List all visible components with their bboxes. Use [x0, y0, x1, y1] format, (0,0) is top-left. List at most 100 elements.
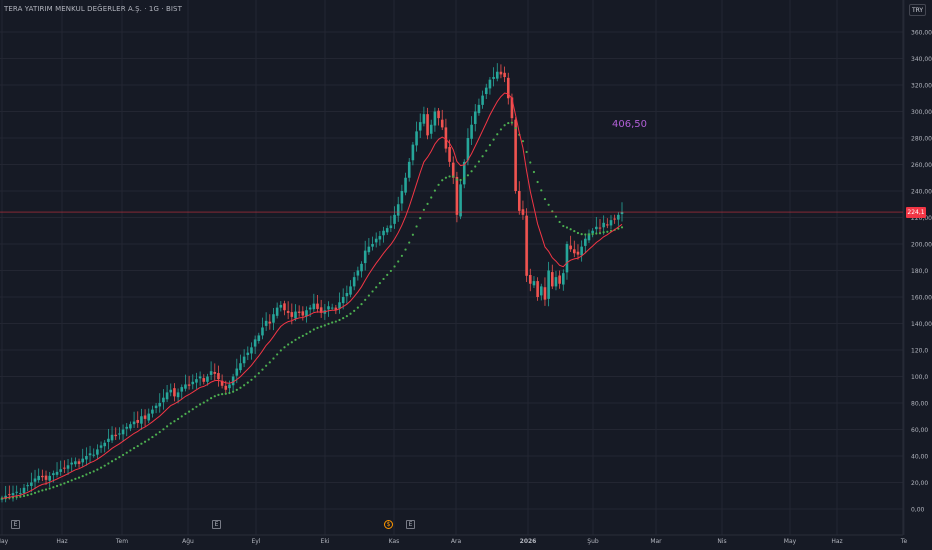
candle-body [459, 184, 462, 217]
candle-body [591, 230, 594, 234]
candle-body [606, 224, 609, 226]
candle-body [550, 272, 554, 287]
candle-body [250, 347, 253, 354]
ma-green-point [576, 231, 580, 235]
ma-green-point [327, 322, 330, 325]
candle-body [279, 304, 283, 308]
ma-green-point [375, 286, 378, 289]
ma-green-point [180, 415, 183, 418]
candle-body [132, 421, 136, 425]
candle-body [371, 244, 374, 247]
candle-body [415, 131, 418, 146]
ma-green-point [55, 484, 59, 488]
ma-green-point [235, 388, 238, 391]
ma-green-point [455, 178, 459, 181]
candle-body [620, 212, 624, 215]
ma-green-point [591, 233, 594, 236]
ma-green-point [15, 495, 18, 499]
candle-body [539, 286, 543, 296]
ma-green-point [228, 391, 231, 395]
candle-body [576, 251, 580, 255]
x-tick-label: May [784, 538, 797, 545]
ma-green-point [41, 489, 44, 492]
ma-green-point [371, 290, 374, 293]
candle-body [261, 327, 264, 336]
x-tick-label: Ara [451, 538, 462, 545]
candle-body [33, 478, 37, 482]
candle-body [195, 379, 198, 383]
ma-green-point [250, 378, 253, 381]
ma-green-point [309, 330, 312, 333]
candle-body [294, 311, 297, 319]
ma-green-point [125, 451, 128, 454]
ma-green-point [323, 324, 326, 327]
earnings-marker[interactable]: E [212, 520, 221, 529]
candle-body [525, 215, 528, 276]
ma-green-point [532, 170, 536, 174]
earnings-marker[interactable]: E [406, 520, 415, 529]
chart-grid [0, 0, 905, 536]
ma-green-point [121, 453, 125, 457]
ma-green-point [33, 491, 37, 494]
candle-body [63, 467, 66, 469]
ma-green-point [70, 479, 73, 482]
ma-green-point [507, 121, 510, 125]
ma-green-point [496, 133, 499, 136]
y-tick-label: 100,0 [911, 374, 928, 381]
candle-body [356, 270, 360, 276]
ma-green-point [598, 231, 602, 235]
y-tick-label: 180,0 [911, 268, 928, 275]
currency-button[interactable]: TRY [909, 4, 926, 16]
candle-body [114, 434, 118, 437]
candle-body [440, 119, 444, 128]
ma-green-point [477, 160, 481, 163]
ma-green-point [188, 410, 191, 413]
ma-green-point [224, 392, 227, 395]
ma-green-point [136, 444, 139, 448]
ma-green-point [444, 176, 448, 179]
ma-green-point [279, 349, 282, 352]
candle-body [26, 485, 29, 487]
ma-green-point [595, 232, 598, 235]
ma-green-point [411, 233, 414, 236]
candle-body [165, 392, 169, 400]
candle-body [173, 388, 176, 397]
ma-green-point [389, 269, 392, 273]
moving-average-red [1, 92, 623, 499]
candle-body [184, 384, 187, 389]
candle-body [327, 306, 330, 310]
candle-body [198, 376, 202, 379]
ma-green-point [254, 375, 257, 378]
ma-green-point [283, 346, 286, 349]
ma-green-point [430, 196, 433, 199]
ma-green-point [81, 475, 84, 478]
y-tick-label: 140,00 [911, 321, 932, 328]
ma-green-point [92, 470, 95, 473]
candle-body [15, 491, 18, 493]
candle-body [253, 339, 257, 347]
candle-body [103, 442, 107, 447]
y-tick-label: 120,0 [911, 348, 928, 355]
ma-green-point [176, 417, 180, 421]
earnings-marker[interactable]: E [11, 520, 20, 529]
ma-green-point [474, 165, 477, 168]
ma-green-point [573, 230, 576, 233]
candle-body [466, 138, 470, 161]
candle-body [334, 307, 338, 311]
last-price-tag: 224,1 [906, 207, 926, 218]
y-tick-label: 360,00 [911, 30, 932, 37]
candle-body [176, 392, 180, 398]
price-axis[interactable]: 360,00 340,00 320,00 300,00 280,00 260,00 240,… [911, 30, 932, 514]
ma-green-point [521, 140, 525, 143]
y-tick-label: 20,00 [911, 480, 928, 487]
candle-body [473, 111, 477, 124]
time-axis[interactable]: May Haz Tem Ağu Eyl Eki Kas Ara 2026 Şub Mar Nis May… [0, 538, 907, 545]
ma-green-point [415, 225, 418, 228]
candle-body [180, 387, 184, 392]
ma-green-point [107, 462, 110, 465]
candle-body [66, 465, 70, 469]
y-tick-label: 60,00 [911, 427, 928, 434]
dividend-marker[interactable]: $ [384, 520, 393, 529]
candle-body [308, 307, 312, 310]
